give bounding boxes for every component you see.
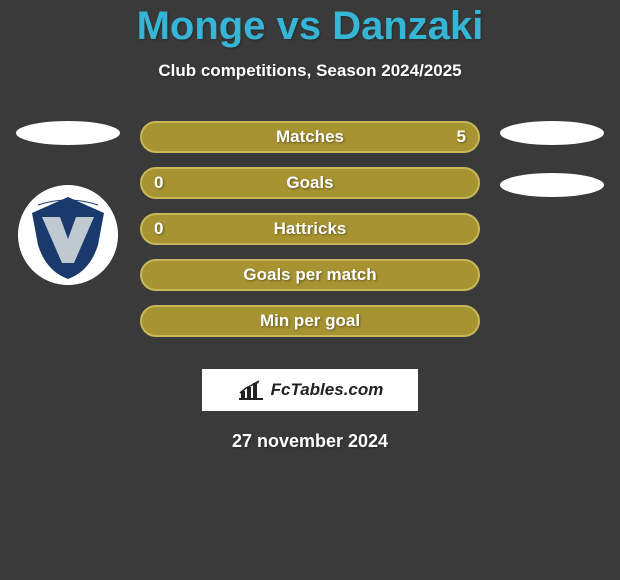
watermark-text: FcTables.com — [271, 380, 384, 400]
content-area: Matches 5 0 Goals 0 Hattricks Goals per … — [0, 121, 620, 411]
stat-row-matches: Matches 5 — [140, 121, 480, 153]
stat-left-value: 0 — [154, 173, 163, 193]
stat-label: Goals per match — [243, 265, 376, 285]
left-player-col — [8, 121, 128, 411]
stat-right-value: 5 — [457, 127, 466, 147]
stat-label: Min per goal — [260, 311, 360, 331]
right-player-col — [492, 121, 612, 411]
player-pill-right-1 — [500, 121, 604, 145]
club-logo-left — [18, 185, 118, 285]
stat-row-hattricks: 0 Hattricks — [140, 213, 480, 245]
footer-date: 27 november 2024 — [232, 431, 388, 452]
watermark-badge: FcTables.com — [202, 369, 418, 411]
page-title: Monge vs Danzaki — [137, 4, 484, 49]
stat-row-min-per-goal: Min per goal — [140, 305, 480, 337]
melbourne-victory-icon — [18, 185, 118, 285]
stat-left-value: 0 — [154, 219, 163, 239]
player-pill-left — [16, 121, 120, 145]
player-pill-right-2 — [500, 173, 604, 197]
stat-row-goals: 0 Goals — [140, 167, 480, 199]
stat-label: Hattricks — [274, 219, 347, 239]
bar-chart-icon — [237, 379, 265, 401]
stat-row-goals-per-match: Goals per match — [140, 259, 480, 291]
page-subtitle: Club competitions, Season 2024/2025 — [158, 61, 461, 81]
stat-label: Matches — [276, 127, 344, 147]
stats-column: Matches 5 0 Goals 0 Hattricks Goals per … — [134, 121, 486, 411]
stat-label: Goals — [286, 173, 333, 193]
page: Monge vs Danzaki Club competitions, Seas… — [0, 0, 620, 580]
